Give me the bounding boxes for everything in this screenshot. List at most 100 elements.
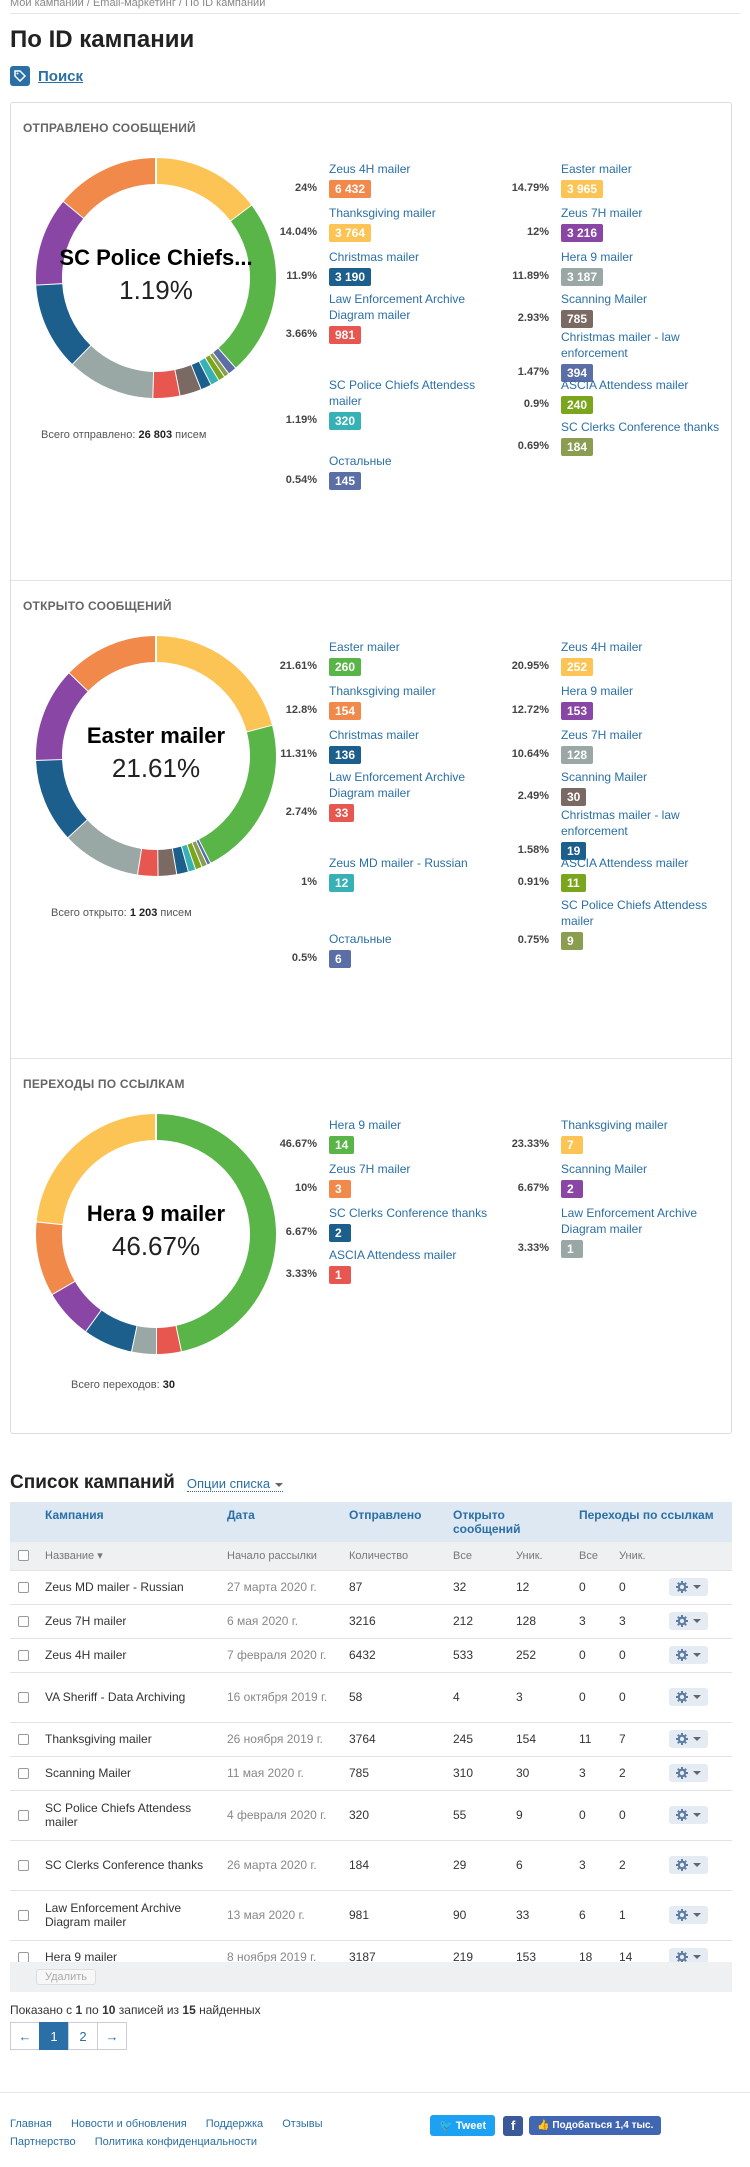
prev-page-button[interactable]: ← xyxy=(10,2022,40,2050)
donut-slice[interactable] xyxy=(198,725,276,864)
row-checkbox[interactable] xyxy=(18,1616,29,1628)
table-row[interactable]: Zeus 7H mailer 6 мая 2020 г. 3216 212 128 3 3 xyxy=(10,1604,732,1639)
legend-item[interactable]: Scanning Mailer 785 2.93% xyxy=(518,291,731,328)
legend-name[interactable]: Hera 9 mailer xyxy=(329,1118,402,1132)
facebook-subscribe-button[interactable]: 👍 Подобаться 1,4 тыс. xyxy=(529,2116,662,2135)
row-settings-button[interactable] xyxy=(669,1806,708,1824)
page-2-button[interactable]: 2 xyxy=(68,2022,98,2050)
row-checkbox[interactable] xyxy=(18,1582,29,1594)
campaign-name[interactable]: Scanning Mailer xyxy=(37,1756,219,1791)
legend-item[interactable]: Christmas mailer - law enforcement 394 1.4… xyxy=(518,329,731,382)
legend-item[interactable]: Law Enforcement Archive Diagram mailer 1 3… xyxy=(518,1205,731,1258)
legend-name[interactable]: Christmas mailer xyxy=(329,728,420,742)
donut-slice[interactable] xyxy=(67,819,142,875)
footer-link-reviews[interactable]: Отзывы xyxy=(282,2118,323,2130)
subheader-all[interactable]: Все xyxy=(571,1542,611,1571)
legend-name[interactable]: Easter mailer xyxy=(329,640,400,654)
donut-slice[interactable] xyxy=(155,158,252,222)
footer-link-privacy[interactable]: Политика конфиденциальности xyxy=(94,2136,257,2148)
legend-item[interactable]: SC Clerks Conference thanks 184 0.69% xyxy=(518,419,731,456)
legend-name[interactable]: Law Enforcement Archive Diagram mailer xyxy=(329,770,466,800)
breadcrumb[interactable]: Мои кампании / Email-маркетинг / По ID к… xyxy=(10,0,266,9)
legend-item[interactable]: Zeus 4H mailer 252 20.95% xyxy=(512,639,731,676)
row-settings-button[interactable] xyxy=(669,1730,708,1748)
search-link[interactable]: Поиск xyxy=(38,67,84,85)
donut-slice[interactable] xyxy=(36,1221,75,1294)
legend-name[interactable]: Остальные xyxy=(329,932,392,946)
row-checkbox[interactable] xyxy=(18,1734,29,1746)
donut-slice[interactable] xyxy=(155,1114,276,1352)
select-all-checkbox[interactable] xyxy=(18,1550,29,1562)
donut-slice[interactable] xyxy=(63,158,157,219)
campaign-name[interactable]: Zeus 7H mailer xyxy=(37,1604,219,1639)
legend-item[interactable]: Остальные 6 0.5% xyxy=(292,931,499,968)
legend-item[interactable]: Thanksgiving mailer 7 23.33% xyxy=(512,1117,731,1154)
donut-slice[interactable] xyxy=(36,282,91,364)
donut-slice[interactable] xyxy=(152,370,180,398)
row-settings-button[interactable] xyxy=(669,1646,708,1664)
legend-name[interactable]: Zeus 7H mailer xyxy=(561,206,643,220)
campaign-name[interactable]: SC Clerks Conference thanks xyxy=(37,1840,219,1891)
legend-item[interactable]: Zeus 7H mailer 3 216 12% xyxy=(527,205,731,242)
legend-name[interactable]: Scanning Mailer xyxy=(561,770,648,784)
row-settings-button[interactable] xyxy=(669,1612,708,1630)
legend-name[interactable]: Scanning Mailer xyxy=(561,292,648,306)
subheader-name[interactable]: Название ▾ xyxy=(37,1542,219,1571)
legend-name[interactable]: Zeus 4H mailer xyxy=(561,640,643,654)
row-checkbox[interactable] xyxy=(18,1650,29,1662)
facebook-icon[interactable]: f xyxy=(503,2115,524,2136)
legend-item[interactable]: Christmas mailer 3 190 11.9% xyxy=(286,249,499,286)
row-checkbox[interactable] xyxy=(18,1860,29,1872)
row-settings-button[interactable] xyxy=(669,1948,708,1966)
footer-link-news[interactable]: Новости и обновления xyxy=(70,2118,187,2130)
footer-link-partnership[interactable]: Партнерство xyxy=(10,2136,76,2148)
donut-slice[interactable] xyxy=(198,358,219,385)
donut-slice[interactable] xyxy=(190,361,211,390)
legend-item[interactable]: Hera 9 mailer 153 12.72% xyxy=(512,683,731,720)
donut-slice[interactable] xyxy=(131,1325,157,1354)
row-checkbox[interactable] xyxy=(18,1810,29,1822)
legend-name[interactable]: Scanning Mailer xyxy=(561,1162,648,1176)
legend-item[interactable]: ASCIA Attendess mailer 1 3.33% xyxy=(286,1247,499,1284)
donut-slice[interactable] xyxy=(36,672,89,760)
search-row[interactable]: Поиск xyxy=(10,66,83,86)
footer-link-home[interactable]: Главная xyxy=(10,2118,52,2130)
donut-slice[interactable] xyxy=(171,846,188,875)
legend-name[interactable]: Thanksgiving mailer xyxy=(561,1118,668,1132)
legend-name[interactable]: ASCIA Attendess mailer xyxy=(561,378,689,392)
legend-item[interactable]: Hera 9 mailer 14 46.67% xyxy=(280,1117,499,1154)
legend-item[interactable]: Scanning Mailer 30 2.49% xyxy=(518,769,731,806)
legend-name[interactable]: Thanksgiving mailer xyxy=(329,684,436,698)
subheader-all[interactable]: Все xyxy=(445,1542,508,1571)
legend-name[interactable]: Hera 9 mailer xyxy=(561,250,634,264)
subheader-start[interactable]: Начало рассылки xyxy=(219,1542,341,1571)
legend-name[interactable]: Christmas mailer - law enforcement xyxy=(561,330,680,360)
legend-item[interactable]: Christmas mailer 136 11.31% xyxy=(280,727,499,764)
subheader-uniq[interactable]: Уник. xyxy=(611,1542,661,1571)
donut-slice[interactable] xyxy=(174,365,201,396)
donut-slice[interactable] xyxy=(212,348,236,374)
legend-name[interactable]: Zeus 7H mailer xyxy=(329,1162,411,1176)
legend-name[interactable]: ASCIA Attendess mailer xyxy=(329,1248,457,1262)
table-row[interactable]: Thanksgiving mailer 26 ноября 2019 г. 3764… xyxy=(10,1722,732,1757)
campaign-name[interactable]: Law Enforcement Archive Diagram mailer xyxy=(37,1890,219,1941)
subheader-uniq[interactable]: Уник. xyxy=(508,1542,571,1571)
legend-item[interactable]: Остальные 145 0.54% xyxy=(286,453,499,490)
legend-name[interactable]: Остальные xyxy=(329,454,392,468)
donut-slice[interactable] xyxy=(72,344,154,398)
donut-slice[interactable] xyxy=(157,848,177,876)
legend-item[interactable]: Zeus 4H mailer 6 432 24% xyxy=(295,161,499,198)
legend-name[interactable]: Easter mailer xyxy=(561,162,632,176)
legend-item[interactable]: SC Police Chiefs Attendess mailer 320 1.19… xyxy=(286,377,499,430)
donut-slice[interactable] xyxy=(36,758,88,838)
table-row[interactable]: Zeus MD mailer - Russian 27 марта 2020 г.… xyxy=(10,1570,732,1605)
donut-slice[interactable] xyxy=(180,844,196,872)
delete-button[interactable]: Удалить xyxy=(36,1969,96,1985)
legend-item[interactable]: Zeus 7H mailer 3 10% xyxy=(295,1161,499,1198)
legend-item[interactable]: Easter mailer 3 965 14.79% xyxy=(512,161,731,198)
legend-item[interactable]: Scanning Mailer 2 6.67% xyxy=(518,1161,731,1198)
legend-item[interactable]: Easter mailer 260 21.61% xyxy=(280,639,499,676)
donut-slice[interactable] xyxy=(217,205,276,369)
legend-item[interactable]: Law Enforcement Archive Diagram mailer 33… xyxy=(286,769,499,822)
row-checkbox[interactable] xyxy=(18,1692,29,1704)
